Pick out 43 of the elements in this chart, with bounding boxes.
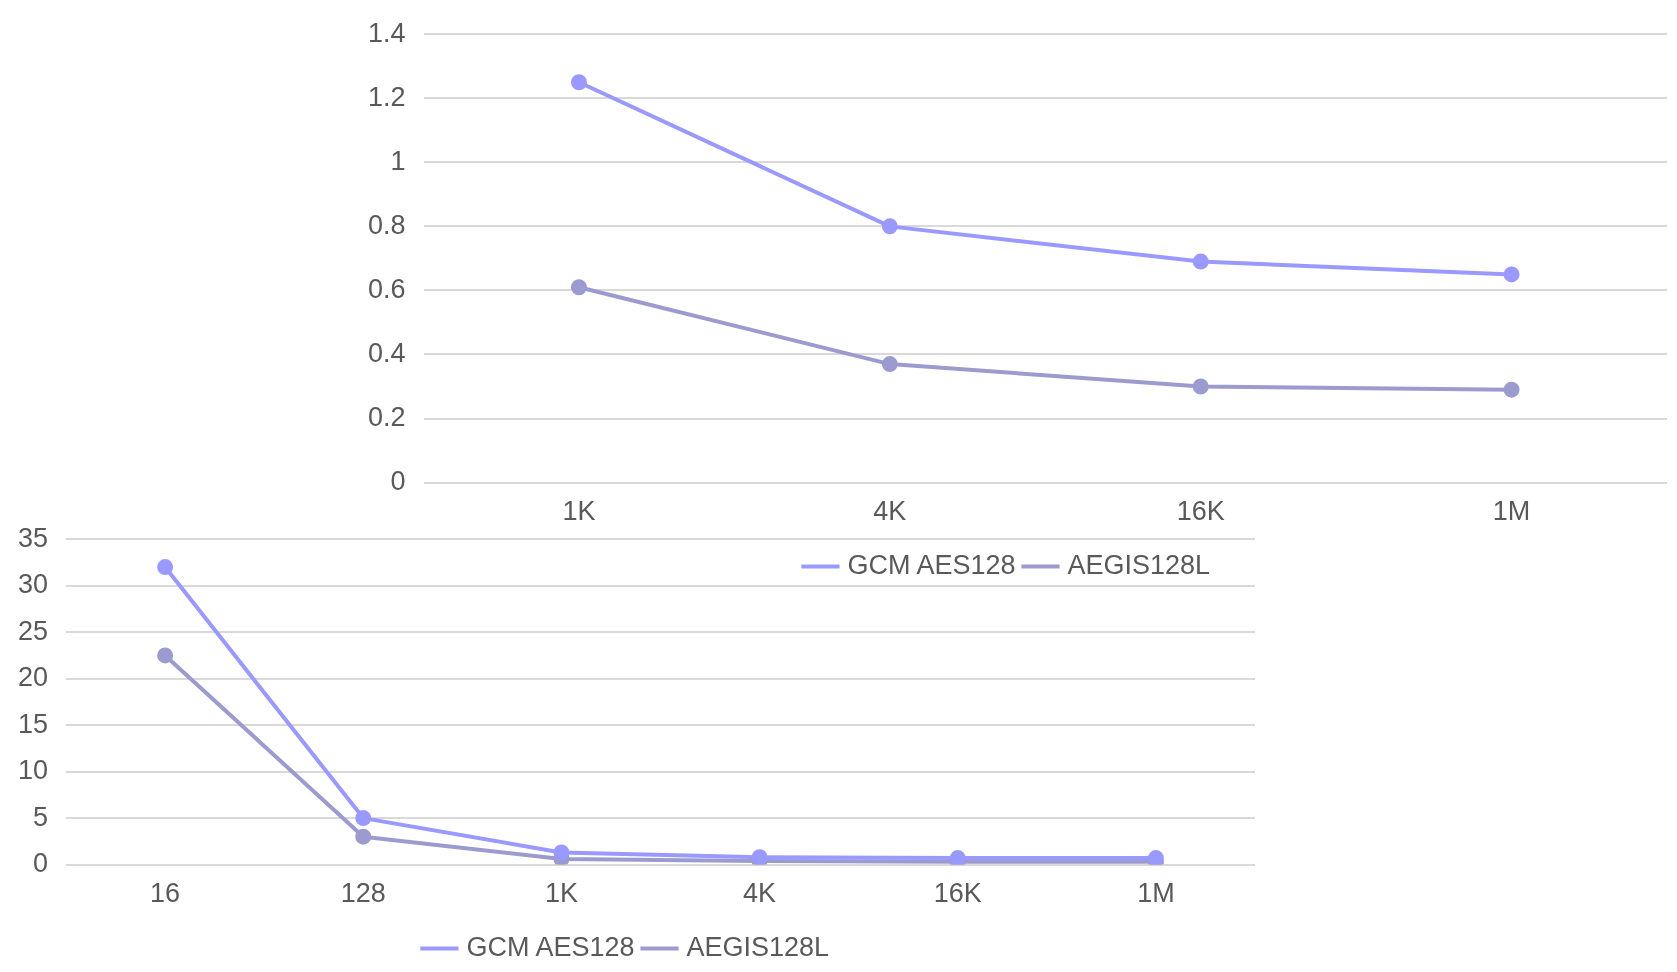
point	[881, 218, 898, 235]
y-tick-label: 1.4	[367, 17, 406, 48]
x-tick-label: 16K	[933, 878, 982, 909]
legend-label: AEGIS128L	[1067, 549, 1211, 580]
y-tick-label: 35	[17, 522, 49, 553]
y-tick-label: 1	[390, 145, 406, 176]
x-tick-label: 1M	[1492, 496, 1531, 527]
y-tick-label: 0.2	[367, 402, 406, 432]
point	[157, 647, 174, 664]
y-tick-label: 10	[17, 755, 49, 786]
y-tick-label: 15	[17, 708, 49, 739]
point	[1192, 378, 1209, 395]
point	[1192, 253, 1209, 270]
legend-label: AEGIS128L	[686, 931, 830, 962]
point	[570, 279, 587, 296]
point	[1503, 381, 1520, 398]
y-tick-label: 1.2	[367, 81, 406, 112]
point	[881, 356, 898, 373]
y-tick-label: 20	[17, 662, 49, 693]
point	[570, 74, 587, 91]
y-tick-label: 0	[33, 848, 49, 879]
point	[1503, 266, 1520, 283]
legend-label: GCM AES128	[466, 931, 635, 962]
legend-label: GCM AES128	[847, 549, 1016, 580]
point	[355, 828, 372, 845]
y-tick-label: 25	[17, 615, 49, 646]
point	[355, 810, 372, 827]
point	[157, 559, 174, 576]
y-tick-label: 5	[33, 801, 49, 832]
x-tick-label: 1K	[562, 496, 596, 527]
y-tick-label: 0	[390, 466, 406, 497]
point	[553, 844, 570, 861]
y-tick-label: 0.6	[367, 273, 406, 304]
x-tick-label: 16K	[1176, 496, 1225, 527]
y-tick-label: 0.8	[367, 209, 406, 240]
y-tick-label: 30	[17, 569, 49, 600]
x-tick-label: 1M	[1137, 878, 1175, 909]
x-tick-label: 4K	[743, 878, 777, 909]
x-tick-label: 128	[340, 878, 386, 909]
x-tick-label: 1K	[544, 878, 578, 909]
x-tick-label: 16	[150, 878, 181, 909]
x-tick-label: 4K	[873, 496, 907, 527]
y-tick-label: 0.4	[367, 337, 406, 368]
